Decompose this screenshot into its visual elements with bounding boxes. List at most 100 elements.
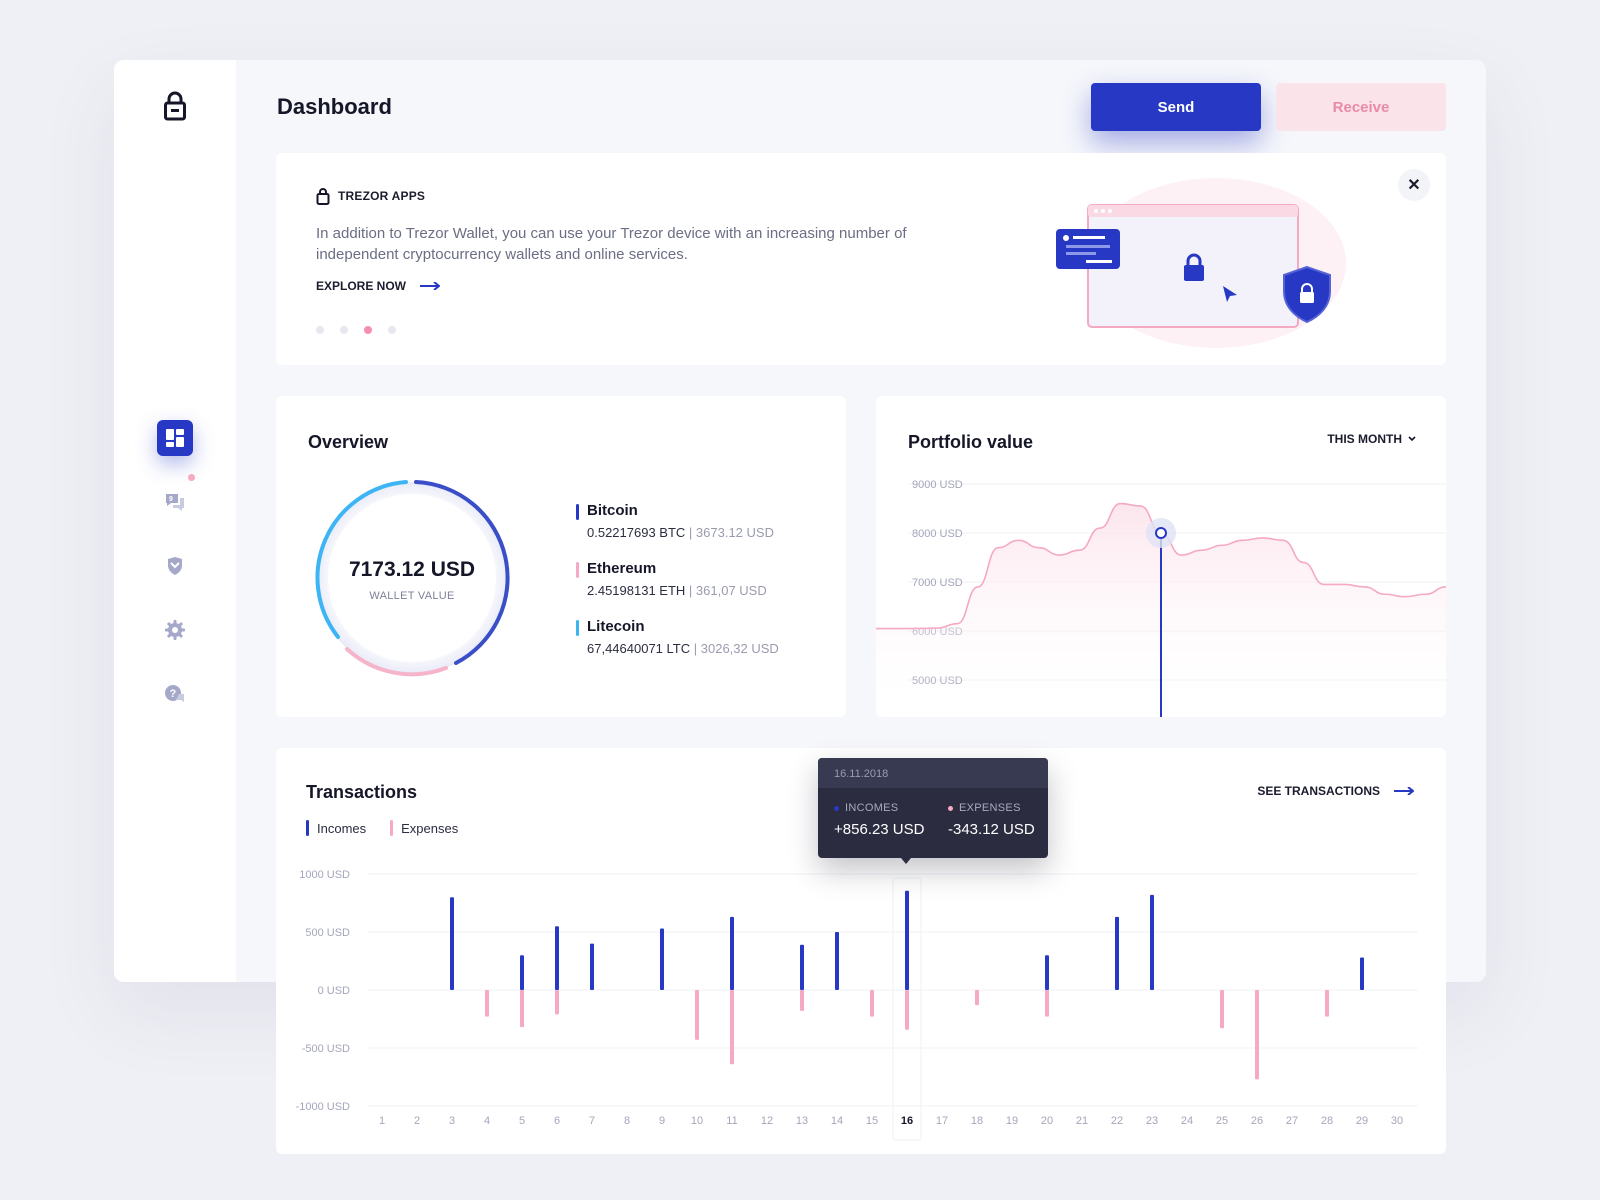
coin-crypto-amount: 2.45198131 ETH: [587, 583, 686, 598]
x-tick-label: 14: [831, 1115, 843, 1127]
period-label: THIS MONTH: [1327, 432, 1402, 446]
period-dropdown[interactable]: THIS MONTH: [1327, 432, 1416, 446]
expenses-bar: [555, 990, 559, 1015]
x-tick-label: 2: [414, 1115, 420, 1127]
arrow-right-icon: [1394, 787, 1414, 795]
receive-button[interactable]: Receive: [1276, 83, 1446, 131]
coin-bitcoin[interactable]: Bitcoin 0.52217693 BTC | 3673.12 USD: [576, 502, 774, 540]
expenses-bar: [1220, 990, 1224, 1029]
coin-name: Bitcoin: [587, 502, 638, 519]
close-banner-button[interactable]: ✕: [1398, 169, 1430, 201]
carousel-dot[interactable]: [316, 326, 324, 334]
expenses-bar: [485, 990, 489, 1017]
donut-segment-ethereum: [345, 647, 448, 677]
legend-label: Incomes: [317, 820, 367, 836]
x-tick-label: 30: [1391, 1115, 1403, 1127]
tooltip-arrow: [901, 858, 911, 864]
x-tick-label: 18: [971, 1115, 983, 1127]
portfolio-marker-point: [1155, 527, 1167, 539]
incomes-bar: [1115, 916, 1119, 990]
transactions-tooltip: 16.11.2018 INCOMES +856.23 USD EXPENSES …: [818, 758, 1048, 858]
lock-logo-icon[interactable]: [162, 90, 188, 122]
expenses-bar: [1045, 990, 1049, 1017]
gear-icon: [165, 620, 185, 640]
carousel-dot-active[interactable]: [364, 326, 372, 334]
coin-ethereum[interactable]: Ethereum 2.45198131 ETH | 361,07 USD: [576, 560, 767, 598]
sidebar-item-messages[interactable]: 9: [157, 474, 195, 520]
legend-incomes[interactable]: Incomes: [306, 820, 366, 836]
expenses-bar: [870, 990, 874, 1017]
x-tick-label: 11: [726, 1115, 737, 1127]
close-icon: ✕: [1407, 177, 1421, 194]
x-tick-label: 16: [901, 1115, 913, 1127]
x-tick-label: 7: [589, 1115, 595, 1127]
overview-title: Overview: [308, 432, 389, 452]
y-tick-label: -1000 USD: [296, 1101, 350, 1113]
carousel-dots: [316, 326, 396, 334]
wallet-value: 7173.12 USD: [348, 558, 476, 581]
tooltip-expenses: EXPENSES -343.12 USD: [948, 802, 1035, 838]
portfolio-title: Portfolio value: [908, 432, 1034, 452]
tooltip-dot: [948, 805, 953, 811]
coin-litecoin[interactable]: Litecoin 67,44640071 LTC | 3026,32 USD: [576, 618, 779, 656]
transactions-title: Transactions: [306, 782, 418, 802]
expenses-bar: [1325, 990, 1329, 1017]
wallet-value-label: WALLET VALUE: [369, 590, 455, 602]
incomes-bar: [520, 955, 524, 990]
see-transactions-link[interactable]: SEE TRANSACTIONS: [1257, 784, 1414, 798]
coin-usd-value: 361,07 USD: [695, 583, 767, 598]
sidebar-item-security[interactable]: [157, 548, 193, 584]
coin-color-bar: [576, 504, 579, 520]
sidebar-item-dashboard[interactable]: [157, 420, 193, 456]
coin-crypto-amount: 67,44640071 LTC: [587, 641, 691, 656]
lock-icon: [316, 188, 330, 205]
incomes-bar: [1045, 955, 1049, 990]
tooltip-incomes-value: +856.23 USD: [834, 821, 925, 838]
sidebar-item-settings[interactable]: [157, 612, 193, 648]
incomes-bar: [555, 926, 559, 990]
tooltip-dot: [834, 805, 839, 811]
coin-amount: 67,44640071 LTC | 3026,32 USD: [587, 641, 779, 656]
y-tick-label: 8000 USD: [912, 528, 963, 540]
sidebar-item-help[interactable]: ?: [157, 676, 193, 712]
incomes-bar: [660, 928, 664, 990]
help-chat-icon: ?: [165, 685, 184, 702]
x-tick-label: 22: [1111, 1115, 1123, 1127]
sidebar: 9 ?: [114, 60, 236, 982]
x-tick-label: 19: [1006, 1115, 1018, 1127]
transactions-legend: Incomes Expenses: [306, 820, 458, 836]
carousel-dot[interactable]: [340, 326, 348, 334]
expenses-bar: [695, 990, 699, 1040]
expenses-bar: [975, 990, 979, 1006]
x-tick-label: 23: [1146, 1115, 1158, 1127]
x-tick-label: 5: [519, 1115, 525, 1127]
wallet-donut-chart: [315, 480, 510, 677]
legend-expenses[interactable]: Expenses: [390, 820, 458, 836]
y-tick-label: 7000 USD: [912, 577, 963, 589]
coin-color-bar: [576, 620, 579, 636]
x-tick-label: 25: [1216, 1115, 1228, 1127]
banner-text: In addition to Trezor Wallet, you can us…: [316, 225, 907, 263]
tooltip-date: 16.11.2018: [818, 758, 1048, 788]
x-tick-label: 17: [936, 1115, 948, 1127]
x-tick-label: 6: [554, 1115, 560, 1127]
send-button[interactable]: Send: [1091, 83, 1261, 131]
coin-color-bar: [576, 562, 579, 578]
tooltip-incomes-label: INCOMES: [845, 802, 899, 814]
see-transactions-label: SEE TRANSACTIONS: [1257, 784, 1380, 798]
svg-text:9: 9: [169, 496, 173, 503]
carousel-dot[interactable]: [388, 326, 396, 334]
explore-now-link[interactable]: EXPLORE NOW: [316, 279, 441, 293]
coin-crypto-amount: 0.52217693 BTC: [587, 525, 686, 540]
legend-label: Expenses: [401, 820, 459, 836]
y-tick-label: -500 USD: [302, 1043, 350, 1055]
y-tick-label: 1000 USD: [299, 869, 350, 881]
coin-name: Litecoin: [587, 618, 645, 635]
x-tick-label: 15: [866, 1115, 878, 1127]
incomes-bar: [590, 943, 594, 990]
arrow-right-icon: [420, 282, 441, 290]
y-tick-label: 9000 USD: [912, 479, 963, 491]
incomes-bar: [835, 932, 839, 990]
